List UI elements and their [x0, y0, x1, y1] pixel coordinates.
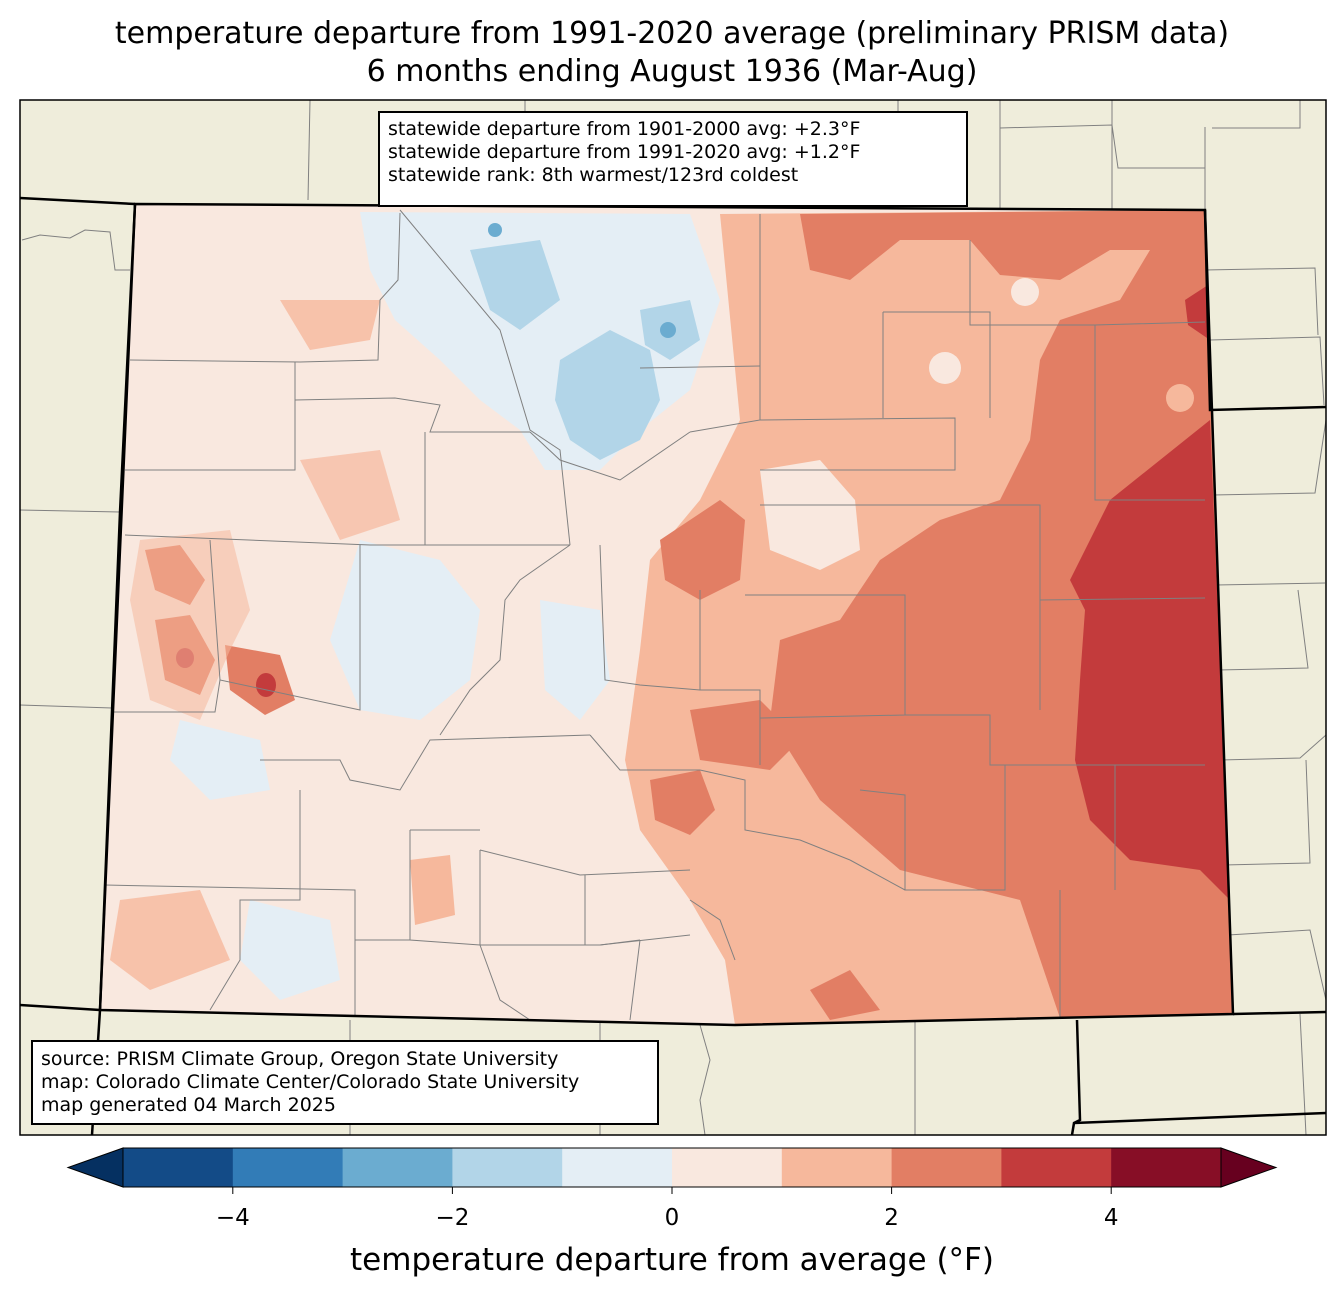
colorbar-tick-label: −4 — [215, 1205, 250, 1231]
colorbar-tick-label: 0 — [664, 1205, 680, 1231]
colorbar-bin-7 — [891, 1148, 1002, 1187]
temperature-anomaly-field — [100, 204, 1233, 1025]
stats-departure-1901-2000: statewide departure from 1901-2000 avg: … — [388, 118, 861, 140]
colorbar-over-arrow — [1220, 1147, 1278, 1188]
colorbar-bin-3 — [452, 1148, 563, 1187]
colorbar-tick-marks — [232, 1187, 1112, 1194]
map-title: temperature departure from 1991-2020 ave… — [114, 16, 1230, 51]
source-credit-box: source: PRISM Climate Group, Oregon Stat… — [31, 1040, 659, 1125]
map-figure — [19, 99, 1327, 1136]
colorbar-under-arrow — [66, 1147, 124, 1188]
colorbar-tick-label: 2 — [884, 1205, 899, 1231]
colorbar-bin-0 — [123, 1148, 234, 1187]
stats-rank: statewide rank: 8th warmest/123rd coldes… — [388, 164, 799, 186]
colorbar-bins — [66, 1147, 1278, 1188]
colorbar-label: temperature departure from average (°F) — [350, 1242, 994, 1278]
colorbar-bin-8 — [1001, 1148, 1112, 1187]
colorbar — [66, 1147, 1278, 1194]
stats-departure-1991-2020: statewide departure from 1991-2020 avg: … — [388, 141, 861, 163]
map-generated-line: map generated 04 March 2025 — [41, 1094, 336, 1116]
map-subtitle: 6 months ending August 1936 (Mar-Aug) — [366, 54, 978, 89]
colorbar-bin-1 — [232, 1148, 344, 1187]
map-frame — [19, 99, 1327, 1136]
colorbar-bin-9 — [1111, 1148, 1222, 1187]
map-credit-line: map: Colorado Climate Center/Colorado St… — [41, 1071, 580, 1093]
colorbar-bin-5 — [672, 1148, 783, 1187]
colorbar-bin-2 — [342, 1148, 453, 1187]
colorbar-bin-4 — [562, 1148, 673, 1187]
source-line: source: PRISM Climate Group, Oregon Stat… — [41, 1048, 559, 1070]
statewide-stats-box: statewide departure from 1901-2000 avg: … — [378, 111, 968, 207]
colorbar-tick-label: −2 — [435, 1205, 470, 1231]
colorbar-bin-6 — [781, 1148, 893, 1187]
colorbar-tick-label: 4 — [1103, 1205, 1119, 1231]
